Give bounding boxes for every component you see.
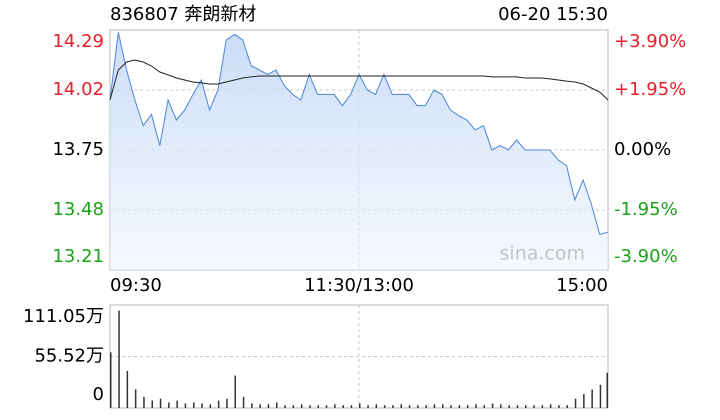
volume-bar bbox=[599, 384, 602, 408]
volume-bar bbox=[442, 404, 444, 408]
volume-bar bbox=[375, 404, 378, 408]
volume-bar bbox=[276, 402, 278, 408]
volume-bar bbox=[176, 400, 178, 408]
volume-bar bbox=[317, 405, 319, 408]
volume-bar bbox=[309, 405, 311, 408]
price-line bbox=[109, 32, 609, 236]
volume-bar bbox=[558, 405, 560, 408]
volume-bar bbox=[193, 402, 195, 408]
average-line bbox=[109, 59, 609, 101]
volume-bar bbox=[292, 405, 295, 408]
volume-bar bbox=[251, 403, 253, 408]
volume-bar bbox=[483, 405, 485, 408]
volume-bar bbox=[591, 389, 593, 408]
volume-bar bbox=[184, 403, 187, 408]
y2-tick-label: -1.95% bbox=[614, 199, 678, 220]
watermark: sina.com bbox=[500, 243, 585, 265]
x-tick-label: 11:30/13:00 bbox=[304, 275, 414, 296]
y-tick-label: 55.52万 bbox=[34, 346, 104, 367]
volume-bar bbox=[118, 310, 120, 408]
volume-bar bbox=[549, 404, 552, 408]
volume-bar bbox=[126, 370, 129, 408]
y2-tick-label: 0.00% bbox=[614, 139, 671, 160]
volume-bar bbox=[234, 375, 236, 408]
y2-tick-label: +1.95% bbox=[614, 79, 686, 100]
volume-bar bbox=[143, 396, 145, 408]
volume-bar bbox=[525, 405, 527, 408]
volume-bar bbox=[242, 396, 245, 408]
volume-bar bbox=[433, 404, 436, 408]
y-tick-label: 0 bbox=[93, 384, 104, 405]
x-tick-label: 15:00 bbox=[556, 275, 608, 296]
x-tick-label: 09:30 bbox=[110, 275, 162, 296]
volume-bar bbox=[226, 398, 228, 408]
volume-bar bbox=[450, 405, 452, 408]
y-tick-label: 13.21 bbox=[52, 246, 104, 267]
volume-bar bbox=[606, 372, 608, 408]
y-tick-label: 14.02 bbox=[52, 79, 104, 100]
volume-bar bbox=[583, 394, 585, 408]
volume-bar bbox=[574, 398, 577, 408]
volume-bar bbox=[466, 405, 469, 408]
volume-bar bbox=[500, 404, 502, 408]
volume-bar bbox=[408, 405, 411, 408]
volume-bar bbox=[516, 405, 519, 408]
volume-bar bbox=[359, 403, 361, 408]
volume-bar bbox=[392, 405, 394, 408]
volume-bar bbox=[417, 405, 419, 408]
volume-bar bbox=[508, 405, 510, 408]
volume-bar bbox=[334, 404, 336, 408]
volume-bar bbox=[201, 403, 203, 408]
timestamp: 06-20 15:30 bbox=[498, 4, 608, 25]
y-tick-label: 111.05万 bbox=[23, 306, 104, 327]
volume-bar bbox=[367, 405, 369, 408]
volume-bar bbox=[267, 404, 270, 408]
volume-bar bbox=[159, 398, 162, 408]
volume-bar bbox=[491, 403, 494, 408]
volume-bar bbox=[217, 400, 220, 408]
volume-bar bbox=[533, 405, 535, 408]
y-tick-label: 13.75 bbox=[52, 139, 104, 160]
volume-bar bbox=[425, 405, 427, 408]
volume-bar bbox=[284, 405, 286, 408]
volume-bar bbox=[350, 405, 353, 408]
volume-bar bbox=[566, 405, 568, 408]
volume-bar bbox=[168, 402, 170, 408]
volume-bar bbox=[475, 404, 477, 408]
volume-bar bbox=[342, 405, 344, 408]
volume-bar bbox=[151, 400, 153, 408]
volume-bar bbox=[383, 405, 386, 408]
chart-title: 836807 奔朗新材 bbox=[110, 4, 256, 25]
volume-bar bbox=[300, 404, 303, 408]
volume-bar bbox=[209, 404, 212, 408]
volume-bar bbox=[259, 404, 261, 408]
volume-bar bbox=[110, 352, 112, 408]
y-tick-label: 14.29 bbox=[52, 31, 104, 52]
y2-tick-label: +3.90% bbox=[614, 31, 686, 52]
y-tick-label: 13.48 bbox=[52, 199, 104, 220]
volume-bar bbox=[325, 405, 328, 408]
price-area bbox=[110, 32, 608, 271]
volume-bar bbox=[458, 405, 461, 408]
volume-bar bbox=[400, 404, 402, 408]
y2-tick-label: -3.90% bbox=[614, 246, 678, 267]
volume-bar bbox=[541, 405, 544, 408]
volume-bar bbox=[134, 389, 137, 408]
